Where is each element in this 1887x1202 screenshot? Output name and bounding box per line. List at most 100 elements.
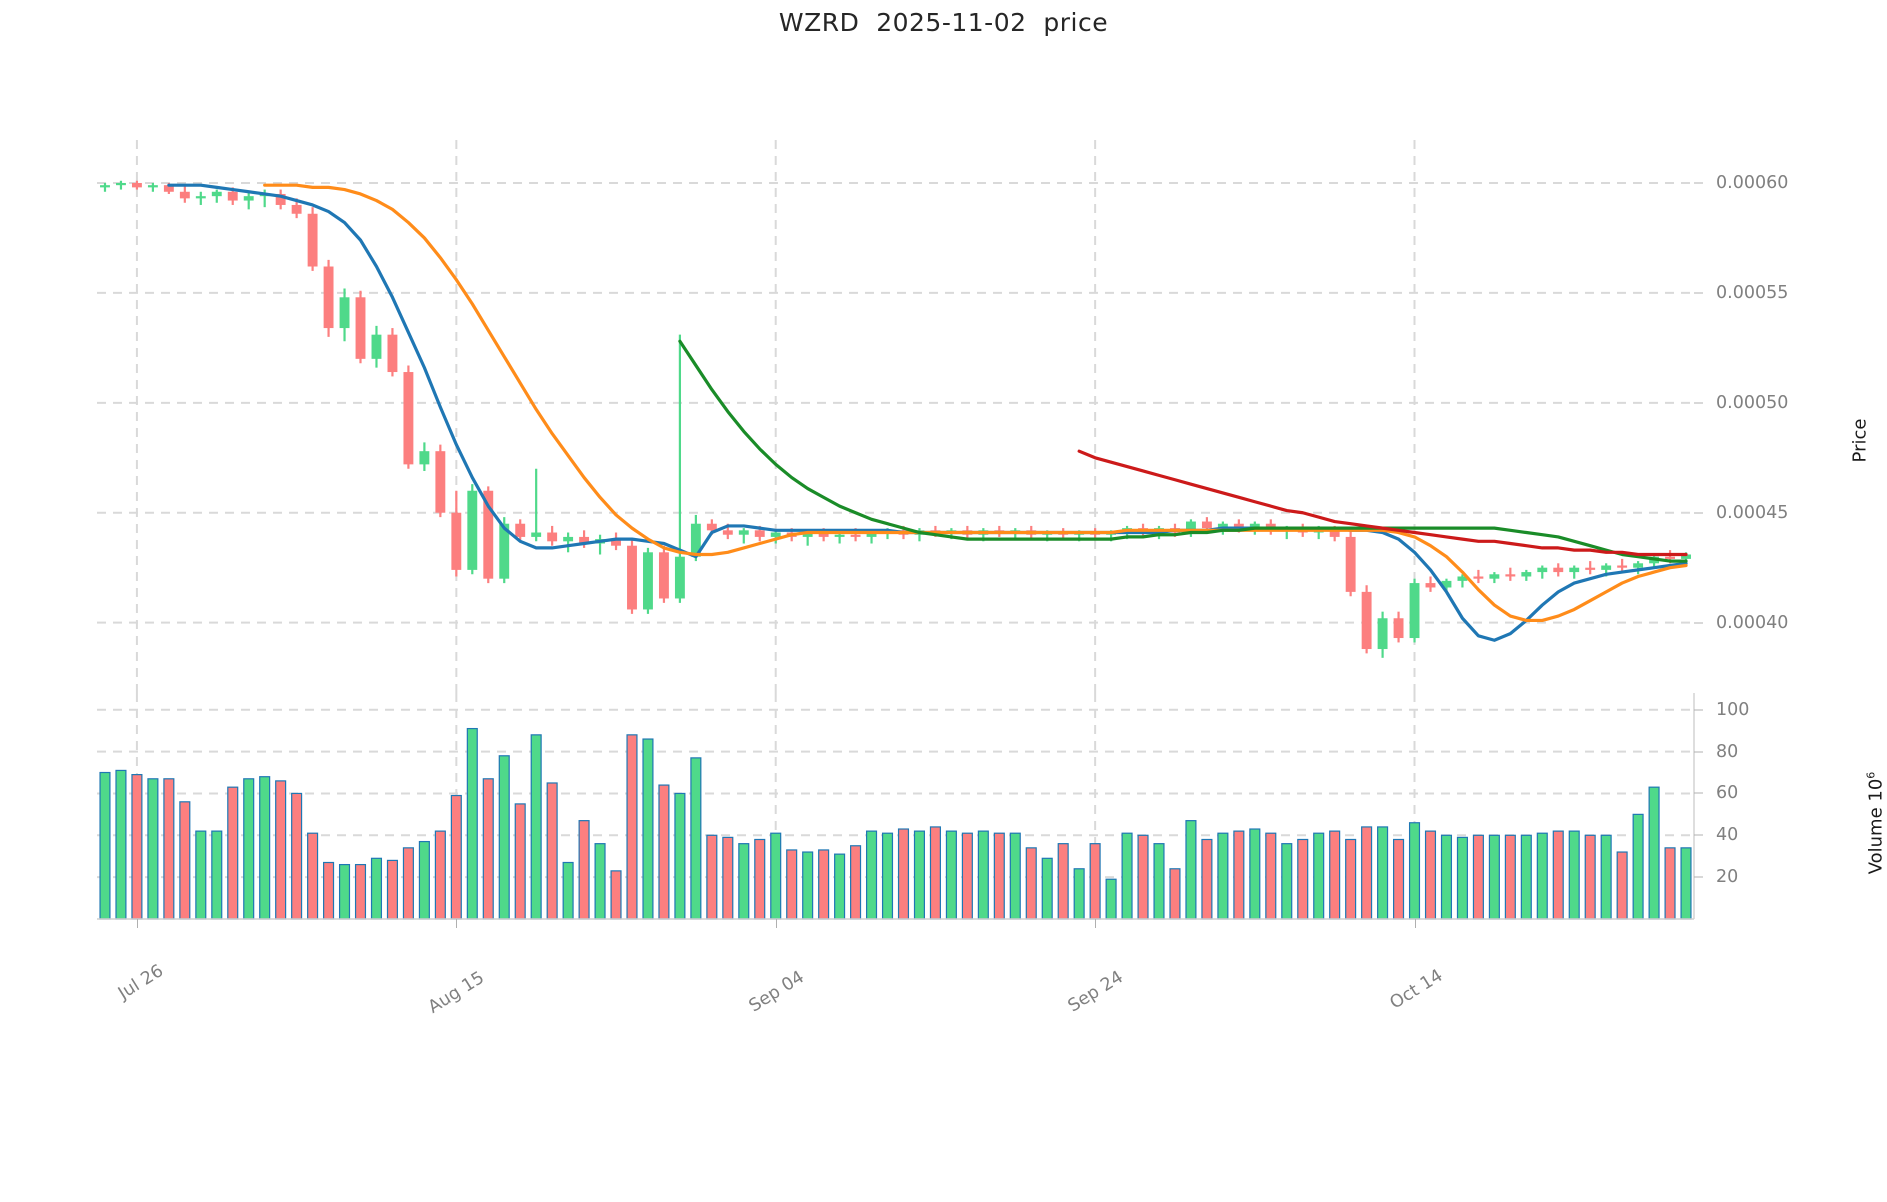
volume-bar: [418, 840, 430, 920]
price-tick-label-0: 0.00060: [1716, 172, 1789, 193]
volume-bar: [1440, 834, 1453, 920]
price-tick-mark-4: [1694, 622, 1703, 624]
volume-axis-exponent: 6: [1864, 771, 1878, 779]
volume-tick-label-2: 60: [1716, 783, 1739, 804]
volume-tick-mark-0: [1694, 709, 1703, 711]
candle-body: [1393, 618, 1404, 639]
candle: [643, 547, 653, 614]
candle-body: [722, 530, 733, 535]
overlay-ma-mid: [263, 183, 1688, 623]
volume-bar: [610, 870, 622, 920]
volume-bar: [530, 734, 542, 920]
candle-body: [147, 185, 158, 188]
volume-bar: [1265, 832, 1277, 920]
candle: [100, 182, 110, 192]
volume-bar: [802, 851, 814, 920]
candle-body: [243, 196, 254, 201]
volume-bar: [402, 847, 414, 920]
volume-bar: [259, 776, 271, 920]
volume-bar: [626, 734, 638, 920]
volume-bar: [865, 830, 878, 920]
volume-tick-mark-1: [1694, 751, 1703, 753]
candle-body: [291, 204, 302, 214]
candle: [1521, 569, 1532, 581]
candle: [1569, 565, 1580, 579]
volume-bar: [786, 849, 798, 920]
price-tick-label-3: 0.00045: [1716, 502, 1789, 523]
candle: [595, 534, 606, 555]
candle-body: [339, 297, 350, 329]
volume-bar: [722, 836, 734, 920]
candle: [738, 528, 749, 544]
candle: [531, 468, 542, 542]
volume-bar: [1648, 786, 1660, 920]
volume-plot-area: [97, 693, 1695, 920]
candle-body: [515, 523, 526, 537]
price-axis-label: Price: [1849, 418, 1871, 463]
candle-body: [499, 523, 510, 579]
volume-bar: [1408, 822, 1421, 920]
volume-bar: [323, 861, 335, 920]
candle-body: [323, 266, 334, 329]
volume-bar: [1616, 851, 1628, 920]
candle: [179, 185, 190, 203]
candle-body: [419, 451, 430, 465]
x-tick-label-3: Sep 24: [1064, 967, 1127, 1017]
volume-bar: [1472, 834, 1484, 920]
volume-bar: [1057, 843, 1069, 920]
candle-body: [1185, 521, 1196, 533]
x-tick-mark-0: [136, 919, 138, 928]
candle: [674, 334, 685, 603]
candle: [147, 182, 158, 192]
candle-body: [307, 213, 318, 267]
volume-bar: [578, 820, 590, 920]
volume-bar: [1377, 826, 1389, 920]
candle-body: [866, 532, 877, 537]
candle: [1489, 572, 1500, 584]
candle-body: [1329, 530, 1340, 537]
volume-bar: [1456, 836, 1468, 920]
volume-bar: [1153, 843, 1165, 920]
candle: [355, 290, 366, 364]
volume-bar: [1345, 838, 1357, 920]
overlay-ma-short: [167, 183, 1688, 642]
volume-bar: [1121, 832, 1133, 920]
candle-body: [1457, 576, 1468, 581]
x-tick-label-1: Aug 15: [425, 967, 489, 1018]
candle-body: [227, 191, 238, 201]
candle-body: [738, 530, 749, 535]
volume-bar: [1488, 834, 1500, 920]
volume-bar: [1201, 838, 1213, 920]
candle-body: [706, 523, 717, 531]
volume-bar: [738, 843, 750, 920]
candle: [1553, 563, 1564, 577]
candle: [1505, 567, 1516, 581]
candle: [371, 325, 382, 368]
candle: [1393, 611, 1404, 643]
candle-body: [467, 490, 478, 570]
candle: [467, 484, 478, 575]
volume-bar: [243, 778, 255, 920]
candle-body: [1601, 565, 1612, 570]
x-tick-mark-2: [775, 919, 777, 928]
candle-body: [1681, 554, 1691, 559]
candle-body: [1537, 567, 1548, 573]
candle: [1345, 530, 1356, 597]
volume-panel: [97, 693, 1695, 920]
candle-body: [1217, 523, 1228, 529]
candle-body: [802, 532, 813, 537]
candle-body: [1585, 567, 1596, 570]
candle-body: [850, 534, 861, 537]
volume-bar: [1361, 826, 1373, 920]
candle-body: [690, 523, 701, 557]
volume-tick-mark-4: [1694, 876, 1703, 878]
overlay-ma-xlong: [1077, 449, 1688, 557]
volume-tick-label-0: 100: [1716, 699, 1750, 720]
x-tick-label-2: Sep 04: [745, 967, 808, 1017]
volume-bar: [131, 774, 143, 920]
candle: [1473, 569, 1484, 584]
volume-bar: [338, 863, 351, 920]
candle-body: [131, 182, 142, 188]
candle-body: [658, 552, 669, 599]
